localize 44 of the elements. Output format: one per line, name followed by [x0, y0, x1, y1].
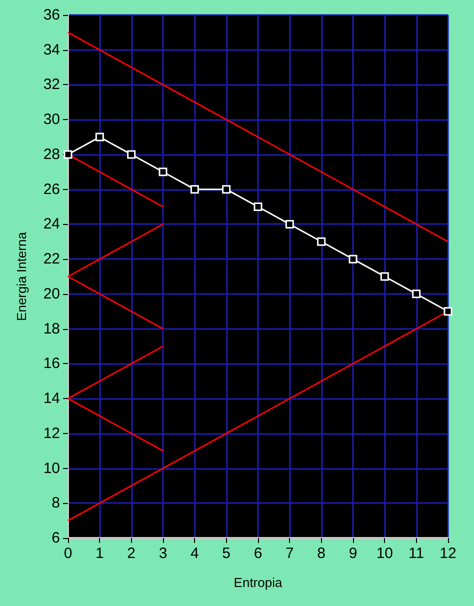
y-tick-label: 36 [43, 6, 60, 24]
y-tick-label: 20 [43, 285, 60, 302]
point [317, 237, 326, 246]
point [254, 202, 262, 212]
y-tick-label: 26 [43, 180, 60, 198]
point [127, 150, 136, 159]
y-axis-title: Energia Interna [14, 231, 29, 321]
y-tick-label: 8 [52, 494, 60, 512]
x-tick-label: 11 [408, 545, 424, 562]
x-tick-label: 10 [376, 545, 394, 562]
point [158, 168, 168, 176]
y-tick-label: 30 [43, 111, 60, 128]
y-tick-label: 16 [43, 355, 60, 372]
x-tick-label: 0 [64, 545, 72, 562]
y-tick-label: 22 [43, 250, 60, 268]
point [190, 185, 199, 194]
y-tick-label: 6 [52, 530, 60, 546]
y-tick-label: 34 [43, 41, 60, 58]
y-tick-label: 14 [43, 390, 60, 408]
x-tick-label: 7 [285, 545, 294, 562]
point [222, 185, 231, 194]
y-tick-label: 32 [43, 76, 60, 94]
point [412, 290, 421, 298]
x-tick-label: 2 [127, 545, 136, 562]
y-tick-label: 24 [43, 216, 60, 233]
x-tick-label: 8 [317, 545, 326, 562]
x-tick-label: 9 [348, 545, 358, 562]
x-tick-label: 5 [222, 545, 231, 562]
x-tick-label: 4 [190, 545, 199, 562]
point [348, 254, 358, 264]
x-axis-title: Entropia [234, 575, 283, 590]
y-tick-label: 18 [43, 320, 60, 338]
x-tick-label: 6 [254, 545, 262, 562]
point [95, 132, 104, 142]
point [380, 272, 389, 281]
x-tick-label: 1 [95, 545, 104, 562]
x-tick-label: 12 [440, 545, 456, 562]
point [444, 307, 452, 316]
y-tick-label: 12 [43, 424, 60, 442]
y-tick-label: 28 [43, 146, 60, 163]
x-tick-label: 3 [158, 545, 168, 562]
point [64, 150, 72, 159]
y-tick-label: 10 [43, 460, 60, 477]
point [285, 220, 294, 228]
